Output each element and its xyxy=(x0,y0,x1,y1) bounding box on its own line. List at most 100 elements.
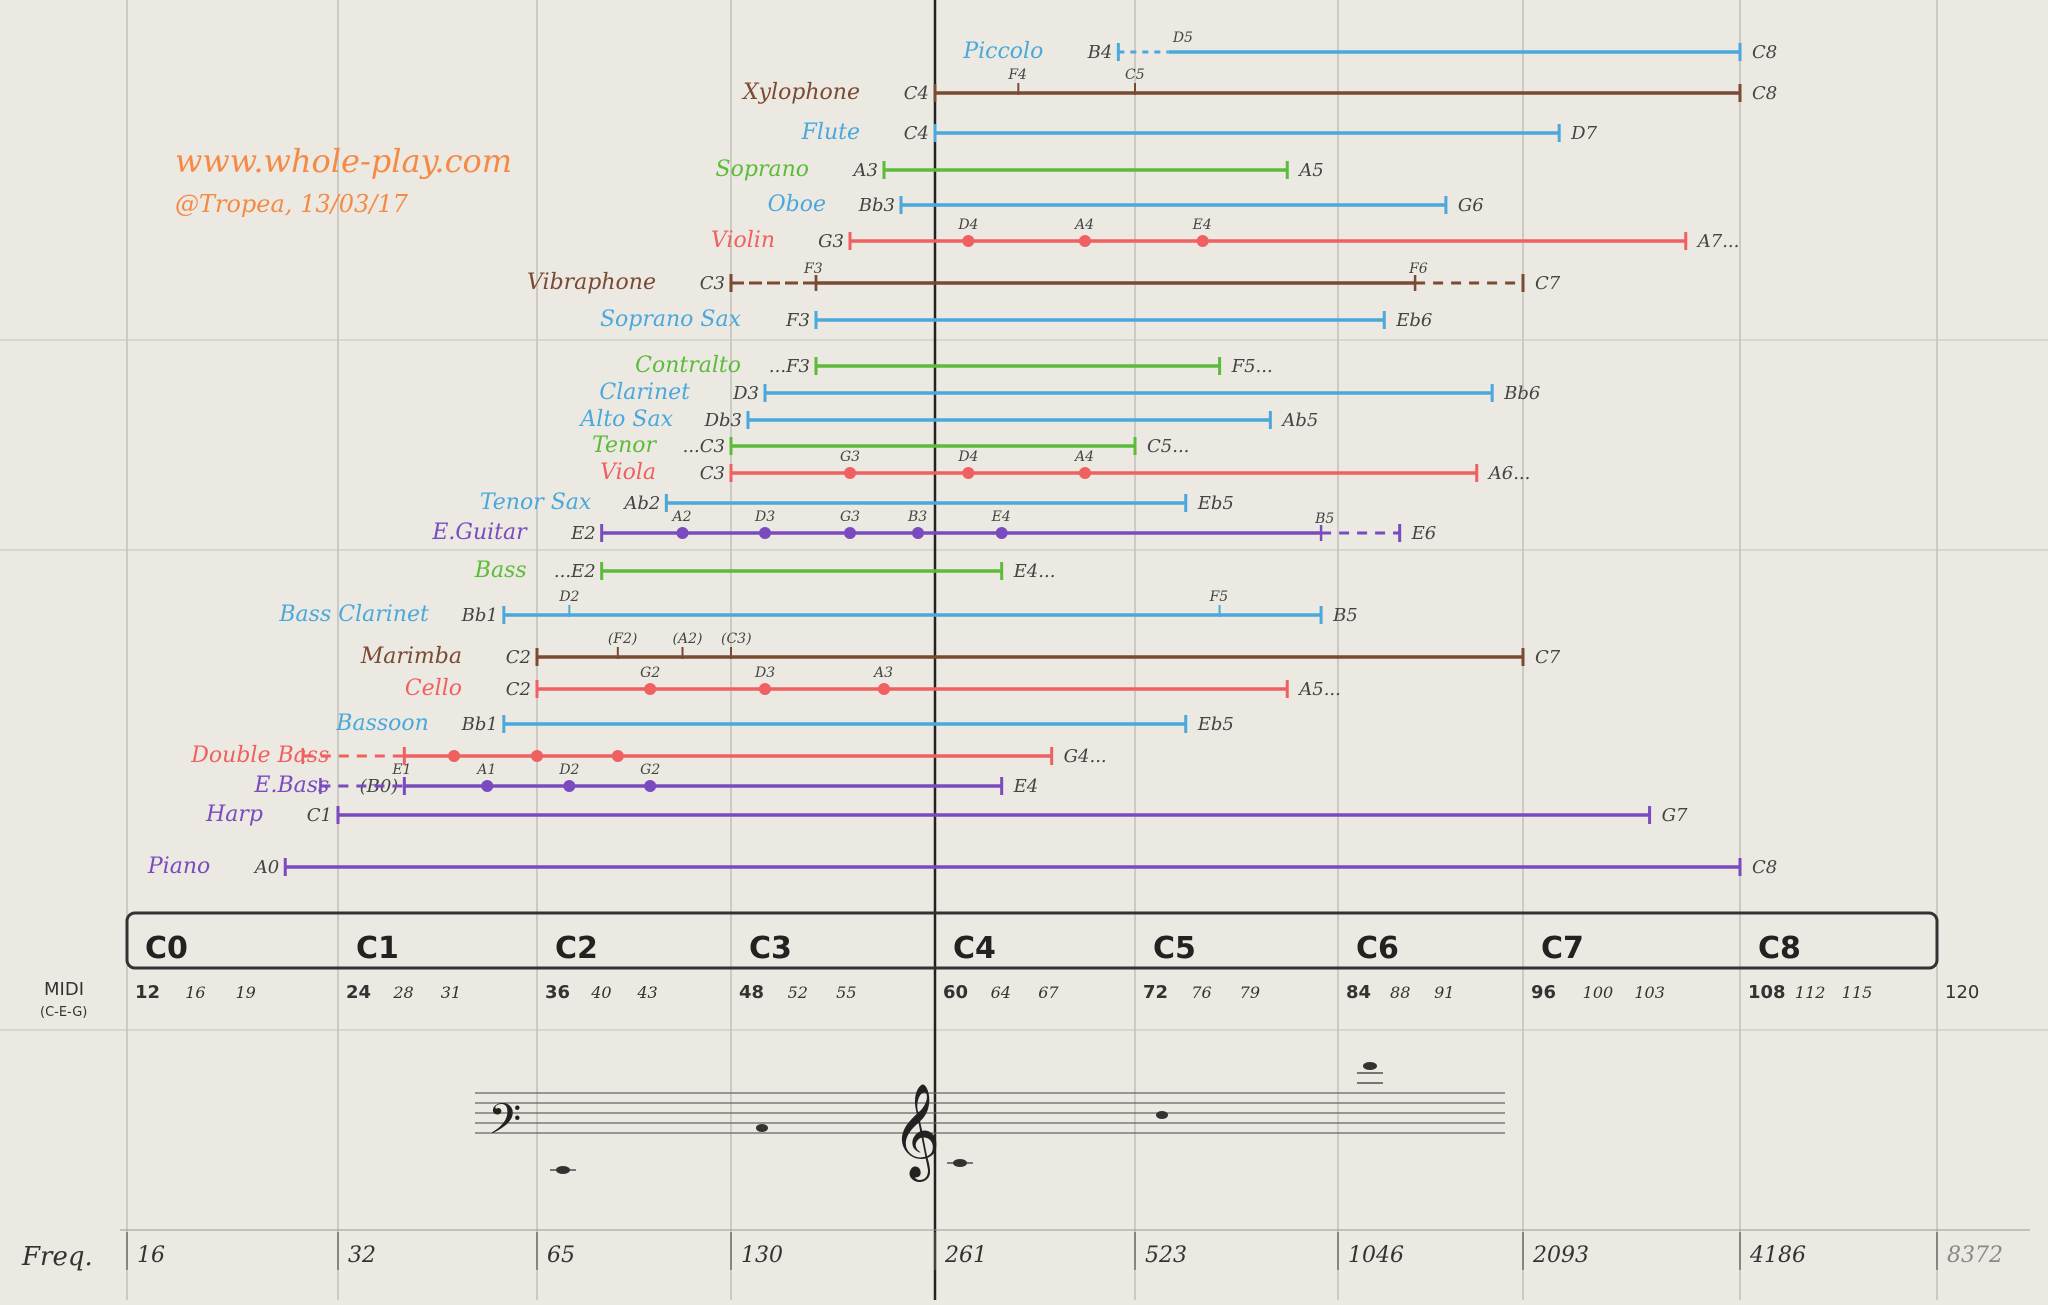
range-tick-label: E1 xyxy=(391,762,411,778)
range-high-label: D7 xyxy=(1570,123,1597,144)
range-tick-label: (A2) xyxy=(673,631,703,647)
range-high-label: G4... xyxy=(1064,746,1107,767)
open-string-dot xyxy=(912,527,924,539)
midi-number: 100 xyxy=(1583,983,1614,1002)
octave-labels: C0 C1 C2 C3 C4 C5 C6 C7 C8 xyxy=(145,931,1801,966)
range-low-label: C1 xyxy=(307,805,332,826)
range-low-label: ...F3 xyxy=(769,356,810,377)
instrument-row: Viola C3 A6... G3 D4 A4 xyxy=(600,449,1530,485)
instrument-name: Flute xyxy=(801,120,860,145)
instrument-name: Oboe xyxy=(768,192,826,217)
range-low-label: Bb1 xyxy=(461,714,498,735)
instrument-row: Clarinet D3 Bb6 xyxy=(599,380,1540,405)
range-low-label: C4 xyxy=(904,123,929,144)
open-string-dot xyxy=(962,467,975,479)
frequency-value: 4186 xyxy=(1749,1243,1806,1268)
instrument-row: Bass ...E2 E4... xyxy=(474,558,1056,583)
midi-number: 43 xyxy=(636,983,657,1002)
open-string-dot xyxy=(844,467,856,479)
site-credit: @Tropea, 13/03/17 xyxy=(175,190,409,218)
frequency-value: 1046 xyxy=(1348,1243,1404,1268)
instrument-name: Xylophone xyxy=(741,80,860,105)
range-high-label: Ab5 xyxy=(1280,410,1318,431)
octave-label: C0 xyxy=(145,931,188,966)
open-string-dot xyxy=(448,750,461,762)
range-high-label: E4... xyxy=(1013,561,1056,582)
midi-sublabel: (C-E-G) xyxy=(40,1005,87,1020)
note-head xyxy=(1156,1111,1168,1119)
instrument-row: Oboe Bb3 G6 xyxy=(768,192,1484,217)
midi-number: 48 xyxy=(739,982,764,1003)
midi-number: 64 xyxy=(991,983,1011,1002)
octave-label: C6 xyxy=(1356,931,1399,966)
frequency-values: 16 32 65 130 261 523 1046 2093 4186 8372 xyxy=(120,1229,2030,1270)
midi-number: 31 xyxy=(441,983,461,1002)
frequency-value: 65 xyxy=(547,1243,575,1268)
range-low-label: ...C3 xyxy=(683,436,725,457)
range-high-label: C7 xyxy=(1535,647,1561,668)
midi-number: 52 xyxy=(788,983,808,1002)
range-low-label: Bb1 xyxy=(461,605,498,626)
instrument-row: Flute C4 D7 xyxy=(801,120,1598,145)
open-string-label: D3 xyxy=(754,509,775,525)
instrument-row: Piano A0 C8 xyxy=(147,854,1777,879)
range-low-label: B4 xyxy=(1087,42,1113,63)
instrument-row: Violin G3 A7... D4 A4 E4 xyxy=(711,217,1739,253)
frequency-value: 130 xyxy=(741,1243,783,1268)
range-high-label: B5 xyxy=(1332,605,1358,626)
range-high-label: A7... xyxy=(1696,231,1740,252)
open-string-label: G3 xyxy=(840,509,860,525)
range-tick-label: F3 xyxy=(803,261,823,277)
site-url: www.whole-play.com xyxy=(175,142,512,180)
range-high-label: G7 xyxy=(1662,805,1688,826)
instrument-name: Bassoon xyxy=(335,711,429,736)
instrument-name: Soprano xyxy=(716,157,809,182)
open-string-dot xyxy=(1196,235,1209,247)
instrument-name: Viola xyxy=(600,460,656,485)
octave-label: C7 xyxy=(1541,931,1584,966)
range-tick-label: F4 xyxy=(1007,67,1027,83)
instrument-name: Marimba xyxy=(360,644,462,669)
instrument-row: Harp C1 G7 xyxy=(205,802,1688,827)
range-high-label: C7 xyxy=(1535,273,1561,294)
midi-number: 16 xyxy=(185,983,205,1002)
instrument-name: Tenor xyxy=(592,433,657,458)
open-string-dot xyxy=(962,235,975,247)
frequency-value: 32 xyxy=(348,1243,376,1268)
instrument-name: Bass xyxy=(474,558,527,583)
range-low-label: C3 xyxy=(700,273,725,294)
instrument-name: Harp xyxy=(205,802,263,827)
octave-label: C1 xyxy=(356,931,399,966)
range-low-label: A3 xyxy=(852,160,878,181)
range-high-label: Bb6 xyxy=(1503,383,1540,404)
open-string-label: D4 xyxy=(957,217,978,233)
open-string-dot xyxy=(644,683,657,695)
range-high-label: A5... xyxy=(1297,679,1341,700)
instrument-name: Clarinet xyxy=(599,380,690,405)
range-low-label: Ab2 xyxy=(622,493,660,514)
instrument-name: Soprano Sax xyxy=(600,307,742,332)
open-string-dot xyxy=(995,527,1008,539)
range-low-label: ...E2 xyxy=(554,561,596,582)
octave-label: C2 xyxy=(555,931,598,966)
instrument-name: Tenor Sax xyxy=(480,490,592,515)
instrument-row: Tenor ...C3 C5... xyxy=(592,433,1189,458)
range-tick-label: (F2) xyxy=(608,631,638,647)
instrument-name: Alto Sax xyxy=(578,407,673,432)
instrument-name: Contralto xyxy=(635,353,741,378)
midi-number: 96 xyxy=(1531,982,1556,1003)
instrument-row: Tenor Sax Ab2 Eb5 xyxy=(480,490,1234,515)
open-string-label: D2 xyxy=(558,762,579,778)
instrument-row: Bassoon Bb1 Eb5 xyxy=(335,711,1234,736)
octave-label: C5 xyxy=(1153,931,1196,966)
open-string-dot xyxy=(531,750,543,762)
open-string-dot xyxy=(644,780,657,792)
range-high-label: E4 xyxy=(1013,776,1039,797)
range-tick-label: B5 xyxy=(1314,511,1334,527)
instrument-name: Cello xyxy=(405,676,462,701)
frequency-value: 261 xyxy=(944,1243,987,1268)
bass-clef-icon: 𝄢 xyxy=(488,1095,521,1155)
open-string-label: A4 xyxy=(1073,449,1094,465)
